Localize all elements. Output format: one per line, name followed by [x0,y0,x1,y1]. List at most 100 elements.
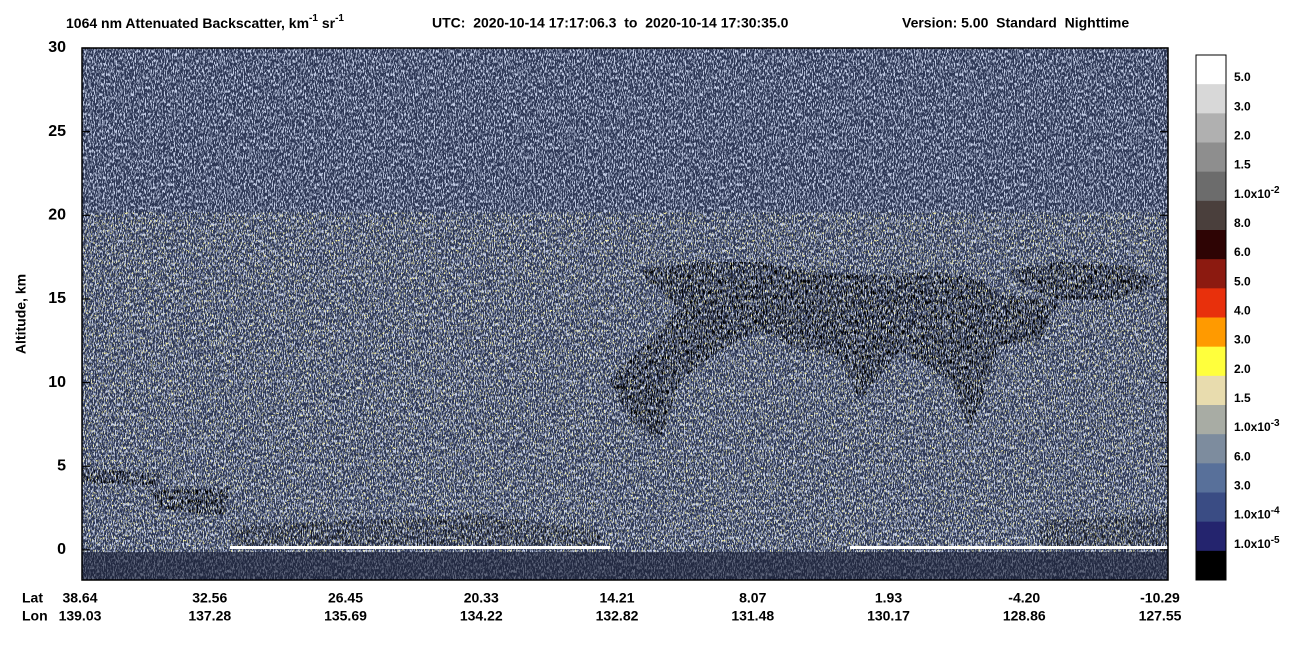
x-tick-label: 139.03 [59,608,102,624]
colorbar-swatch [1196,288,1226,318]
colorbar-swatch [1196,200,1226,231]
subsurface [82,552,1168,580]
colorbar-label-text: 3.0 [1234,333,1251,347]
colorbar-label-text: 5.0 [1234,70,1251,84]
colorbar-label: 2.0 [1234,129,1251,143]
colorbar-label-text: 2.0 [1234,362,1251,376]
colorbar-label-exponent: -2 [1271,184,1280,195]
version: Version: 5.00 Standard Nighttime [902,15,1129,31]
colorbar-swatch [1196,55,1226,85]
colorbar-label: 1.0x10-2 [1234,184,1280,201]
x-tick-label: 26.45 [328,590,363,606]
colorbar-label-text: 8.0 [1234,216,1251,230]
colorbar-label-text: 3.0 [1234,479,1251,493]
title-exponent: -1 [309,13,318,24]
colorbar-label-text: 3.0 [1234,100,1251,114]
colorbar-swatch [1196,434,1226,464]
y-tick-label: 15 [48,290,66,307]
y-tick-label: 20 [48,207,66,224]
title-main: 1064 nm Attenuated Backscatter, km [66,15,309,31]
x-tick-label: -4.20 [1008,590,1040,606]
colorbar-label: 1.0x10-4 [1234,505,1280,522]
x-tick-label: 38.64 [62,590,97,606]
x-row-label: Lat [22,590,43,606]
y-tick-label: 5 [57,457,66,474]
colorbar-label-exponent: -4 [1271,505,1280,516]
colorbar-swatch [1196,142,1226,173]
x-tick-label: 131.48 [731,608,774,624]
title: 1064 nm Attenuated Backscatter, km-1 sr-… [66,13,1129,31]
colorbar-label-text: 4.0 [1234,304,1251,318]
x-row-label: Lon [22,608,48,624]
y-tick-label: 10 [48,374,66,391]
y-axis-label: Altitude, km [13,274,29,354]
colorbar-label-text: 1.5 [1234,391,1251,405]
y-tick-label: 0 [57,541,66,558]
colorbar-swatch [1196,550,1226,581]
x-tick-label: 132.82 [596,608,639,624]
colorbar-label: 3.0 [1234,333,1251,347]
colorbar-label-exponent: -5 [1271,534,1280,545]
colorbar-label: 1.0x10-3 [1234,418,1280,435]
colorbar-label-text: 6.0 [1234,450,1251,464]
colorbar-frame [1195,54,1227,581]
x-tick-label: 20.33 [464,590,499,606]
colorbar-swatch [1196,492,1226,523]
plot-frame [81,47,1169,581]
colorbar-label: 3.0 [1234,479,1251,493]
x-tick-label: 135.69 [324,608,367,624]
colorbar-swatch [1196,463,1226,493]
curtain-image [82,48,1168,580]
y-tick-label: 30 [48,39,66,56]
colorbar-swatch [1196,346,1226,377]
cloud-layer [82,262,1168,548]
x-tick-label: -10.29 [1140,590,1180,606]
x-tick-label: 32.56 [192,590,227,606]
x-tick-label: 134.22 [460,608,503,624]
title-exponent: -1 [335,13,344,24]
y-tick-label: 25 [48,123,66,140]
colorbar-swatch [1196,405,1226,435]
colorbar-label-text: 1.0x10 [1234,420,1271,434]
colorbar-label: 1.5 [1234,158,1251,172]
x-tick-label: 8.07 [739,590,766,606]
colorbar-swatch [1196,113,1226,143]
x-tick-label: 130.17 [867,608,910,624]
x-tick-label: 1.93 [875,590,902,606]
colorbar-swatch [1196,317,1226,348]
colorbar-label-text: 5.0 [1234,275,1251,289]
time-range: UTC: 2020-10-14 17:17:06.3 to 2020-10-14… [432,15,789,31]
x-tick-label: 137.28 [188,608,231,624]
colorbar-swatch [1196,375,1226,406]
title-unit: sr [318,15,336,31]
colorbar-label-text: 6.0 [1234,245,1251,259]
colorbar-swatch [1196,171,1226,202]
colorbar-swatch [1196,84,1226,114]
colorbar-label-text: 1.0x10 [1234,187,1271,201]
colorbar-label: 2.0 [1234,362,1251,376]
colorbar-label: 3.0 [1234,100,1251,114]
colorbar-label-text: 2.0 [1234,129,1251,143]
x-tick-label: 127.55 [1139,608,1182,624]
title-text: 1064 nm Attenuated Backscatter, km-1 sr-… [66,13,344,31]
colorbar-label-exponent: -3 [1271,418,1280,429]
surface [230,546,610,549]
colorbar-label: 5.0 [1234,70,1251,84]
x-tick-label: 128.86 [1003,608,1046,624]
colorbar-label: 4.0 [1234,304,1251,318]
colorbar-label-text: 1.0x10 [1234,508,1271,522]
colorbar-label: 1.5 [1234,391,1251,405]
colorbar-label: 6.0 [1234,450,1251,464]
surface [850,546,1168,549]
colorbar-swatch [1196,521,1226,552]
colorbar-label-text: 1.0x10 [1234,537,1271,551]
colorbar-label: 1.0x10-5 [1234,534,1280,551]
colorbar-swatch [1196,259,1226,289]
colorbar-label: 6.0 [1234,245,1251,259]
colorbar-label-text: 1.5 [1234,158,1251,172]
colorbar-swatch [1196,230,1226,260]
colorbar-label: 5.0 [1234,275,1251,289]
colorbar-label: 8.0 [1234,216,1251,230]
x-tick-label: 14.21 [599,590,634,606]
